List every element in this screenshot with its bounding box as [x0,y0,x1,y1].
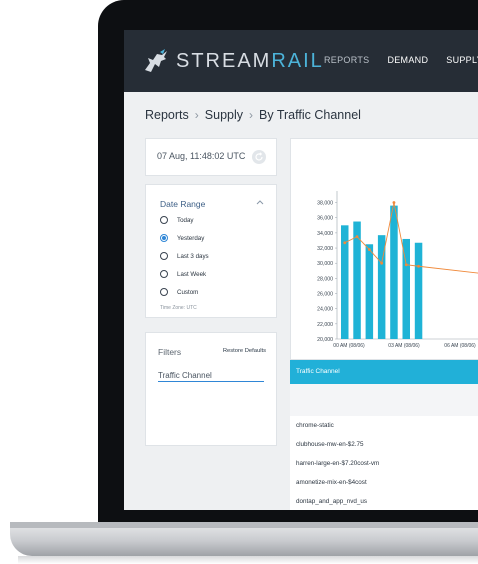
chart-line-point [404,263,408,267]
breadcrumb-current: By Traffic Channel [259,108,361,122]
date-range-panel: Date Range Today Yesterday Last 3 days L… [145,184,277,318]
table-header[interactable]: Traffic Channel [290,360,478,384]
filters-panel: Filters Restore Defaults [145,332,277,446]
chart-line-point [380,261,384,265]
radio-label: Yesterday [177,234,205,242]
radio-label: Custom [177,288,199,296]
chart-bar [390,205,398,339]
x-tick-label: 03 AM (08/06) [388,343,420,349]
y-tick-label: 28,000 [317,276,333,282]
chart-line-point [367,248,371,251]
table-row[interactable]: chrome-static [290,416,478,436]
y-tick-label: 26,000 [317,292,333,298]
app-screen: STREAMRAIL REPORTS DEMAND SUPPLY Reports… [124,30,478,510]
table-header-label: Traffic Channel [296,368,340,375]
radio-custom[interactable]: Custom [160,288,198,296]
y-tick-label: 34,000 [317,231,333,237]
radio-button[interactable] [160,252,168,260]
table-subheader [290,384,478,417]
table-cell: clubhouse-mw-en-$2.75 [296,441,364,448]
radio-today[interactable]: Today [160,216,194,224]
chart-svg: 38,000 36,000 34,000 32,000 30,000 28,000 26,0… [317,191,478,349]
radio-label: Today [177,216,194,224]
nav-reports[interactable]: REPORTS [324,55,370,65]
chart-bar [402,238,410,339]
logo-text: STREAMRAIL [176,50,324,73]
breadcrumb-reports[interactable]: Reports [145,108,189,122]
table-row[interactable]: dontap_and_app_nvd_us [290,492,478,510]
table-row[interactable]: amonetize-mix-en-$4cost [290,473,478,493]
radio-label: Last 3 days [177,252,209,260]
chart-bar [365,244,374,339]
table-cell: chrome-static [296,422,334,429]
breadcrumb: Reports › Supply › By Traffic Channel [145,108,361,122]
radio-last-3-days[interactable]: Last 3 days [160,252,209,260]
chart-line-series [344,202,478,274]
restore-defaults-link[interactable]: Restore Defaults [222,348,266,354]
radio-yesterday[interactable]: Yesterday [160,234,204,242]
chart-bar [414,242,423,339]
table-row[interactable]: clubhouse-mw-en-$2.75 [290,435,478,455]
breadcrumb-supply[interactable]: Supply [204,108,244,122]
streamrail-logo[interactable]: STREAMRAIL [142,48,324,74]
chart-line-point [417,264,420,268]
horse-logo-icon [145,49,167,72]
chart-line-point [343,241,347,245]
table-cell: amonetize-mix-en-$4cost [296,479,367,486]
chart-line-point [355,235,359,239]
refresh-icon[interactable] [252,150,266,164]
table-cell: harren-large-en-$7.20cost-vm [296,460,380,467]
breadcrumb-separator-icon: › [249,108,254,122]
nav-demand[interactable]: DEMAND [387,55,429,65]
radio-button[interactable] [160,288,168,296]
traffic-chart: 38,000 36,000 34,000 32,000 30,000 28,000 26,0… [290,138,478,360]
filters-title: Filters [158,347,182,357]
y-tick-label: 20,000 [317,337,333,343]
breadcrumb-separator-icon: › [194,108,199,122]
radio-label: Last Week [177,270,207,278]
y-tick-label: 24,000 [317,307,333,313]
y-tick-label: 38,000 [317,201,333,207]
y-tick-label: 30,000 [317,261,333,267]
traffic-channel-table: Traffic Channel chrome-static clubhouse-… [290,360,478,510]
laptop-hinge [10,522,478,528]
laptop-shadow [18,556,478,564]
table-row[interactable]: harren-large-en-$7.20cost-vm [290,454,478,474]
radio-button-selected[interactable] [160,234,168,242]
last-updated-card: 07 Aug, 11:48:02 UTC [145,138,277,176]
x-tick-label: 00 AM (08/06) [333,343,365,349]
timezone-label: Time Zone: UTC [160,305,197,311]
nav-supply[interactable]: SUPPLY [446,55,478,65]
logo-text-stream: STREAM [176,49,272,72]
nav-menu: REPORTS DEMAND SUPPLY [324,55,478,65]
radio-button[interactable] [160,270,168,278]
x-tick-label: 06 AM (08/06) [444,343,476,349]
chart-bar [341,225,349,339]
y-tick-label: 22,000 [317,322,333,328]
radio-last-week[interactable]: Last Week [160,270,206,278]
chart-bar [377,235,386,339]
chevron-up-icon[interactable] [256,200,264,205]
traffic-channel-filter-input[interactable] [158,369,264,382]
y-tick-label: 32,000 [317,246,333,252]
top-navbar: STREAMRAIL REPORTS DEMAND SUPPLY [124,30,478,92]
radio-button[interactable] [160,216,168,224]
last-updated-time: 07 Aug, 11:48:02 UTC [157,151,246,161]
logo-text-rail: RAIL [271,49,324,72]
table-cell: dontap_and_app_nvd_us [296,498,368,505]
y-tick-label: 36,000 [317,216,333,222]
chart-line-point [392,201,396,204]
chart-bar [353,221,361,339]
date-range-title: Date Range [160,199,206,209]
